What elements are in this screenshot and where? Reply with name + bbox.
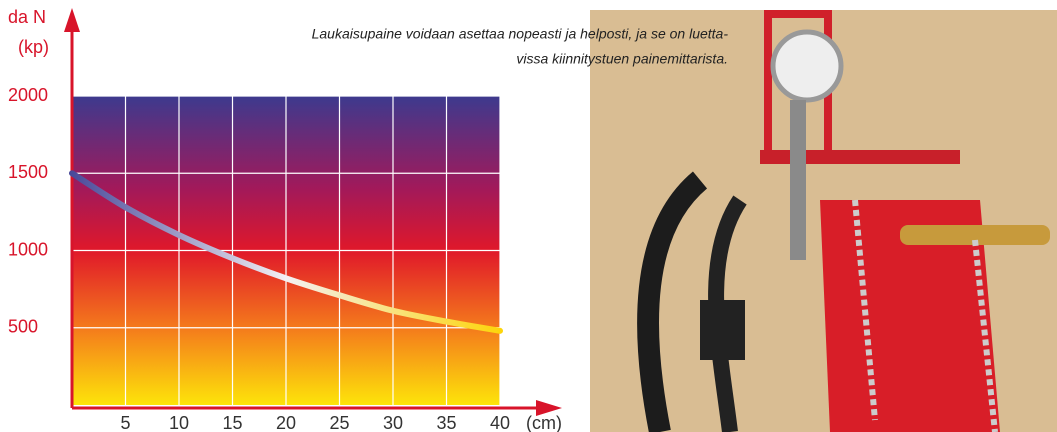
y-tick-label: 1000 (8, 239, 48, 259)
y-axis-label: da N (8, 7, 46, 27)
x-tick-label: 40 (490, 413, 510, 432)
x-tick-label: 20 (276, 413, 296, 432)
x-axis-label: (cm) (526, 413, 562, 432)
chart: Laukaisupaine voidaan asettaa nopeasti j… (0, 0, 1057, 432)
x-tick-label: 30 (383, 413, 403, 432)
annotation: Laukaisupaine voidaan asettaa nopeasti j… (312, 26, 729, 42)
x-tick-label: 15 (222, 413, 242, 432)
x-tick-label: 35 (436, 413, 456, 432)
page: Laukaisupaine voidaan asettaa nopeasti j… (0, 0, 1057, 432)
y-tick-label: 1500 (8, 162, 48, 182)
x-tick-label: 10 (169, 413, 189, 432)
x-tick-label: 25 (329, 413, 349, 432)
x-tick-label: 5 (120, 413, 130, 432)
annotation: vissa kiinnitystuen painemittarista. (516, 51, 728, 67)
y-tick-label: 500 (8, 317, 38, 337)
y-axis-label: (kp) (18, 37, 49, 57)
y-tick-label: 2000 (8, 85, 48, 105)
